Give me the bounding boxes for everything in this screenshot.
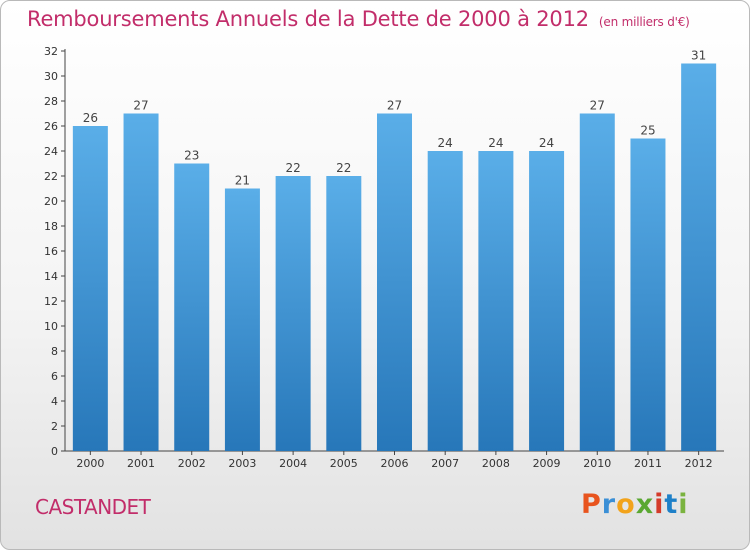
data-label: 22 (285, 161, 300, 175)
y-tick-label: 24 (44, 145, 58, 158)
x-tick-label: 2009 (533, 457, 561, 470)
x-tick-label: 2011 (634, 457, 662, 470)
x-tick-label: 2010 (583, 457, 611, 470)
data-label: 22 (336, 161, 351, 175)
y-tick-label: 2 (51, 420, 58, 433)
data-label: 27 (133, 99, 148, 113)
data-label: 21 (235, 174, 250, 188)
y-tick-label: 22 (44, 170, 58, 183)
y-tick-label: 30 (44, 70, 58, 83)
y-tick-label: 4 (51, 395, 58, 408)
y-tick-label: 28 (44, 95, 58, 108)
y-tick-label: 14 (44, 270, 58, 283)
bar-2004 (275, 176, 311, 451)
y-tick-label: 10 (44, 320, 58, 333)
bar-2011 (630, 138, 666, 451)
data-label: 24 (539, 136, 554, 150)
data-label: 25 (640, 124, 655, 138)
y-tick-label: 18 (44, 220, 58, 233)
x-tick-label: 2001 (127, 457, 155, 470)
logo-letter: r (601, 489, 617, 520)
bar-2002 (174, 163, 210, 451)
y-tick-label: 0 (51, 445, 58, 458)
x-tick-label: 2003 (228, 457, 256, 470)
bar-2010 (579, 113, 615, 451)
x-tick-label: 2007 (431, 457, 459, 470)
data-label: 24 (438, 136, 453, 150)
bar-2006 (377, 113, 412, 451)
bar-2008 (478, 151, 514, 451)
y-tick-label: 16 (44, 245, 58, 258)
x-tick-label: 2012 (685, 457, 713, 470)
title-text: Remboursements Annuels de la Dette de 20… (27, 7, 589, 31)
logo-letter: x (635, 489, 655, 520)
x-tick-label: 2002 (178, 457, 206, 470)
y-tick-label: 32 (44, 45, 58, 58)
y-tick-label: 6 (51, 370, 58, 383)
bar-2012 (681, 63, 717, 451)
logo-letter: t (664, 489, 679, 520)
x-tick-label: 2006 (381, 457, 409, 470)
logo-letter: P (581, 489, 602, 520)
y-tick-label: 8 (51, 345, 58, 358)
data-label: 24 (488, 136, 503, 150)
data-label: 27 (590, 99, 605, 113)
x-tick-label: 2008 (482, 457, 510, 470)
bar-2000 (72, 126, 108, 451)
bar-2001 (123, 113, 159, 451)
logo-letter: o (616, 489, 636, 520)
bar-2003 (224, 188, 260, 451)
data-label: 31 (691, 49, 706, 63)
x-tick-label: 2005 (330, 457, 358, 470)
x-tick-label: 2000 (76, 457, 104, 470)
chart-title: Remboursements Annuels de la Dette de 20… (27, 7, 690, 31)
x-tick-label: 2004 (279, 457, 307, 470)
bar-2005 (326, 176, 362, 451)
proxiti-logo[interactable]: Proxiti (581, 489, 689, 520)
data-labels: 26 27 23 21 22 22 27 24 24 24 27 25 31 (83, 49, 707, 188)
data-label: 27 (387, 99, 402, 113)
logo-letter: i (678, 489, 689, 520)
data-label: 26 (83, 111, 98, 125)
commune-name: CASTANDET (35, 495, 151, 519)
logo-letter: i (654, 489, 665, 520)
bar-2007 (427, 151, 463, 451)
data-label: 23 (184, 149, 199, 163)
chart-subtitle: (en milliers d'€) (598, 15, 690, 29)
y-tick-label: 20 (44, 195, 58, 208)
bar-2009 (529, 151, 565, 451)
y-tick-label: 12 (44, 295, 58, 308)
bars (72, 63, 717, 451)
y-tick-label: 26 (44, 120, 58, 133)
